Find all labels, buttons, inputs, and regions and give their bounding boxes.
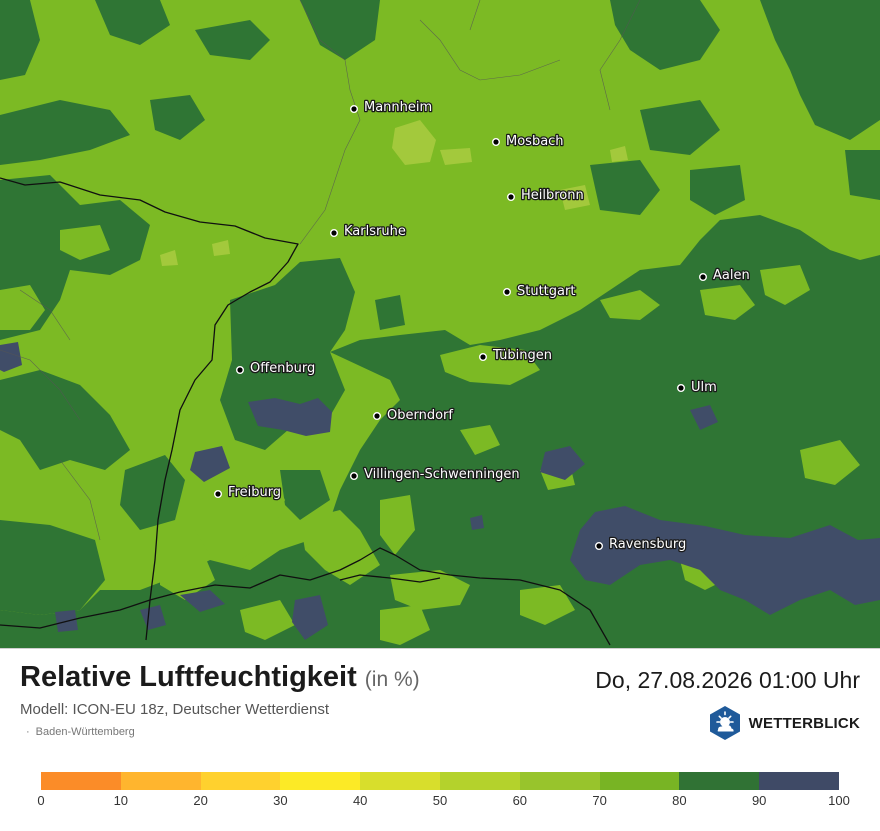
city-marker[interactable]: Villingen-Schwenningen [350, 466, 521, 483]
city-marker[interactable]: Aalen [699, 267, 751, 284]
legend-swatch [759, 772, 839, 790]
city-label: Karlsruhe [344, 224, 406, 239]
forecast-datetime: Do, 27.08.2026 01:00 Uhr [595, 667, 860, 693]
country-border [0, 177, 611, 646]
legend-tick: 90 [751, 793, 767, 808]
city-marker[interactable]: Oberndorf [373, 407, 455, 424]
city-label: Offenburg [250, 361, 315, 376]
city-dot [350, 472, 359, 481]
city-markers: Mannheim Mosbach Heilbronn Karlsruhe Aal… [213, 99, 751, 553]
brand-name: WETTERBLICK [748, 714, 860, 732]
city-label: Mosbach [506, 134, 564, 149]
humidity-map-svg: Mannheim Mosbach Heilbronn Karlsruhe Aal… [0, 0, 880, 648]
city-marker[interactable]: Offenburg [235, 360, 317, 377]
legend-swatch [360, 772, 440, 790]
model-info: Modell: ICON-EU 18z, Deutscher Wetterdie… [20, 701, 330, 718]
weather-sun-cloud-icon [709, 706, 740, 740]
city-marker[interactable]: Tübingen [479, 347, 553, 364]
city-label: Ulm [691, 380, 717, 395]
legend-tick: 100 [828, 793, 850, 808]
region-label: · Baden-Württemberg [26, 726, 135, 738]
city-dot [699, 273, 708, 282]
city-dot [595, 542, 604, 551]
city-label: Heilbronn [521, 188, 584, 203]
region-name: Baden-Württemberg [35, 726, 135, 738]
legend-swatch [599, 772, 680, 790]
city-dot [677, 384, 686, 393]
district-borders [0, 0, 641, 541]
city-marker[interactable]: Karlsruhe [330, 223, 407, 240]
city-label: Oberndorf [387, 408, 453, 423]
legend-tick: 30 [273, 793, 288, 808]
city-dot [492, 137, 501, 146]
city-label: Ravensburg [609, 537, 686, 552]
city-marker[interactable]: Mosbach [492, 133, 565, 150]
city-label: Aalen [713, 268, 750, 283]
legend-swatch [679, 772, 760, 790]
city-dot [479, 353, 488, 362]
legend-tick: 0 [37, 793, 45, 808]
legend-tick: 70 [592, 793, 607, 808]
city-label: Mannheim [364, 100, 432, 115]
city-label: Villingen-Schwenningen [364, 467, 520, 482]
color-scale-legend [41, 772, 839, 790]
weather-map[interactable]: Mannheim Mosbach Heilbronn Karlsruhe Aal… [0, 0, 880, 648]
legend-swatch [280, 772, 361, 790]
color-scale-ticks: 0 10 20 30 40 50 60 70 80 90 100 [37, 793, 849, 809]
city-dot [235, 366, 244, 375]
map-title: Relative Luftfeuchtigkeit (in %) [20, 661, 420, 694]
city-label: Tübingen [492, 348, 552, 363]
map-title-text: Relative Luftfeuchtigkeit [20, 661, 357, 693]
city-marker[interactable]: Heilbronn [507, 187, 585, 204]
city-label: Freiburg [228, 485, 281, 500]
legend-tick: 60 [512, 793, 528, 808]
map-unit: (in %) [364, 668, 420, 691]
legend-tick: 40 [352, 793, 368, 808]
bullet-icon: · [26, 726, 30, 738]
city-marker[interactable]: Ravensburg [595, 536, 688, 553]
city-marker[interactable]: Stuttgart [503, 283, 577, 300]
legend-swatch [439, 772, 520, 790]
city-dot [373, 412, 382, 421]
map-footer: Relative Luftfeuchtigkeit (in %) Do, 27.0… [0, 648, 880, 831]
city-dot [503, 288, 512, 297]
city-dot [330, 228, 339, 237]
legend-tick: 10 [113, 793, 129, 808]
legend-swatch [519, 772, 600, 790]
city-label: Stuttgart [517, 284, 575, 299]
city-marker[interactable]: Ulm [677, 379, 718, 396]
legend-tick: 50 [432, 793, 448, 808]
humidity-zone-90-100 [0, 342, 880, 640]
brand-logo[interactable]: WETTERBLICK [707, 705, 860, 741]
city-marker[interactable]: Mannheim [350, 99, 433, 116]
legend-swatch [200, 772, 281, 790]
city-dot [507, 192, 516, 201]
city-marker[interactable]: Freiburg [213, 484, 282, 501]
city-dot [350, 104, 359, 113]
legend-tick: 20 [193, 793, 208, 808]
legend-swatch [41, 772, 121, 790]
legend-swatch [120, 772, 201, 790]
legend-tick: 80 [672, 793, 687, 808]
city-dot [213, 490, 222, 499]
